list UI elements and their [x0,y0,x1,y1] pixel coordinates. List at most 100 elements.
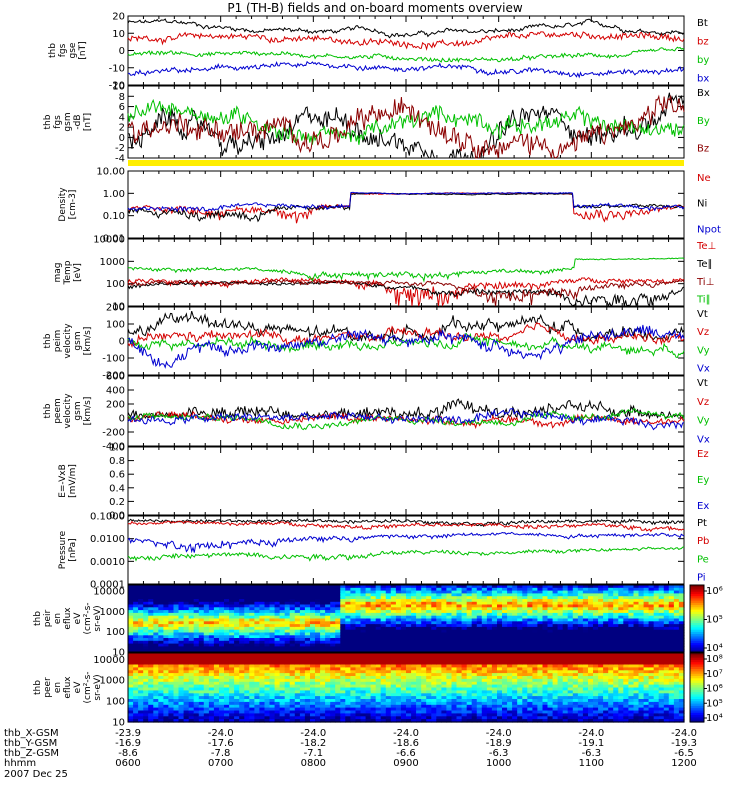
y-tick-label: 10.00 [96,167,125,178]
panel-peim_velocity: thb peim velocity gsm [km/s] 200 100 0 -100 -200 V… [43,303,710,382]
y-axis-label: eV [73,612,83,625]
time-axis-value: 0600 [115,758,140,769]
y-tick-label: 0.6 [109,470,125,481]
y-axis-label: (cm²-s- [83,602,93,634]
y-tick-label: 0.01 [103,234,125,245]
y-tick-label: 10 [112,648,125,659]
y-axis-label: sr-eV) [93,605,103,631]
time-axis-value: -17.6 [208,738,234,749]
y-axis-label: eV [73,681,83,694]
series-line-fgs_gsm-Bx [127,92,685,159]
y-axis-label: mag [53,263,63,283]
legend-entry: Bz [697,144,709,155]
y-axis-label: eflux [63,607,73,630]
y-tick-label: -100 [102,354,125,365]
y-tick-label: 0.2 [109,497,125,508]
legend-entry: Ez [697,449,709,460]
legend-entry: by [697,55,709,66]
legend-entry: Vt [697,378,708,389]
y-axis-label: velocity [63,393,73,429]
legend-entry: bx [697,73,709,84]
colorbar-tick-label: 10⁴ [706,713,723,724]
legend-entry: Bx [697,88,710,99]
y-tick-label: 10000 [93,655,125,666]
panel-peer_spectrogram: thb peer en eflux eV (cm²-s-sr-eV) 10000 1000 10… [33,652,723,729]
y-tick-label: 10000 [93,587,125,598]
panel-density: Density [cm-3] 10.00 1.00 0.10 0.01 Ne Ni Npot [58,167,721,245]
time-axis-value: -24.0 [208,728,234,739]
series-line-density-Npot [127,191,685,213]
y-tick-label: 0.0001 [90,580,125,591]
time-axis-value: 1200 [671,758,696,769]
y-axis-label: gsm [73,331,83,350]
legend-entry: Te∥ [696,259,713,270]
y-axis-label: [eV] [73,263,83,282]
y-tick-label: -400 [102,442,125,453]
legend-entry: Npot [697,224,721,235]
time-axis-value: -16.9 [115,738,141,749]
legend-entry: Pt [697,518,707,529]
y-axis-label: fgs [53,115,63,129]
legend-entry: bz [697,36,709,47]
plot-title: P1 (TH-B) fields and on-board moments ov… [227,1,523,15]
y-tick-label: -4 [115,154,125,165]
legend-entry: Vy [697,416,710,427]
series-line-peim_velocity-Vz [127,321,685,349]
y-axis-label: [cm-3] [68,190,78,220]
time-axis-value: -6.5 [674,748,694,759]
time-axis-value: -18.2 [300,738,326,749]
colorbar-tick-label: 10⁸ [706,654,723,665]
y-tick-label: 1.0 [109,443,125,454]
y-tick-label: -200 [102,428,125,439]
y-axis-label: [nT] [78,41,88,59]
legend-entry: Pb [697,536,709,547]
y-axis-label: fgs [58,43,68,57]
y-tick-label: 100 [106,279,125,290]
time-axis-value: -24.0 [578,728,604,739]
time-axis-value: -24.0 [486,728,512,739]
y-axis-label: en [53,613,63,624]
y-axis-label: Temp [63,260,73,285]
series-line-fgs_gsm-Bz [127,94,685,159]
panel-peir_spectrogram: thb peir en eflux eV (cm²-s-sr-eV) 10000 1000 10… [33,584,723,659]
series-line-peim_velocity-Vy [127,332,685,358]
time-axis-value: 0900 [393,758,418,769]
legend-entry: Ex [697,501,709,512]
y-tick-label: 1000 [100,607,125,618]
y-tick-label: 10 [112,29,125,40]
y-tick-label: 2 [119,123,125,134]
y-tick-label: 10 [112,82,125,93]
y-tick-label: 0 [119,337,125,348]
series-line-temperature-Ti⊥ [127,278,685,307]
time-axis-value: -8.6 [118,748,138,759]
time-axis-value: -18.6 [393,738,419,749]
y-tick-label: 4 [119,112,125,123]
y-tick-label: 200 [106,400,125,411]
time-axis-row-label: thb_X-GSM [4,728,59,739]
y-axis-label: thb [43,403,53,418]
legend-entry: Vx [697,434,710,445]
y-axis-label: [mV/m] [68,464,78,498]
y-axis-label: peim [53,330,63,353]
time-axis-value: -24.0 [300,728,326,739]
y-axis-label: gsm [63,112,73,131]
y-tick-label: 10000 [93,235,125,246]
colorbar-tick-label: 10⁶ [706,586,723,597]
y-tick-label: 1000 [100,257,125,268]
series-line-temperature-Ti∥ [127,257,685,283]
legend-entry: Ey [697,475,709,486]
time-axis-value: 1100 [579,758,604,769]
y-axis-label: gse [68,42,78,58]
series-line-peem_velocity-Vx [127,407,685,431]
legend-entry: Bt [697,18,708,29]
y-axis-label: gsm [73,401,83,420]
time-axis-row-label: hhmm [4,758,36,769]
colorbar-tick-label: 10⁵ [706,698,723,709]
panel-temperature: mag Temp [eV] 10000 1000 100 10 Te⊥ Te∥ Ti⊥ Ti∥ [53,235,716,313]
y-tick-label: -2 [115,143,125,154]
y-tick-label: 0.1000 [90,512,125,523]
series-line-peim_velocity-Vx [127,324,685,369]
